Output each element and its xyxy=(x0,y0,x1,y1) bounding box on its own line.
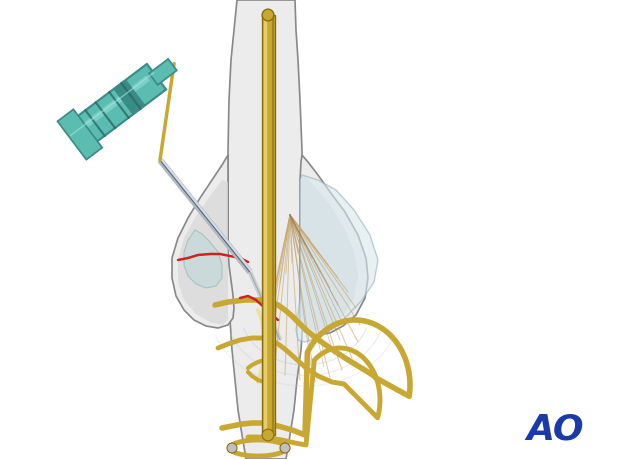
Polygon shape xyxy=(172,155,234,328)
Polygon shape xyxy=(64,64,166,152)
Polygon shape xyxy=(178,180,228,325)
Polygon shape xyxy=(184,230,222,288)
Polygon shape xyxy=(58,109,102,160)
Polygon shape xyxy=(296,175,378,342)
Circle shape xyxy=(227,443,237,453)
Polygon shape xyxy=(113,79,146,115)
Polygon shape xyxy=(228,0,304,459)
Circle shape xyxy=(262,9,274,21)
Circle shape xyxy=(262,429,274,441)
Polygon shape xyxy=(300,175,358,330)
Text: AO: AO xyxy=(526,413,584,447)
Polygon shape xyxy=(149,59,177,85)
Polygon shape xyxy=(300,155,368,335)
Polygon shape xyxy=(76,76,150,134)
Polygon shape xyxy=(262,15,275,435)
Circle shape xyxy=(280,443,290,453)
